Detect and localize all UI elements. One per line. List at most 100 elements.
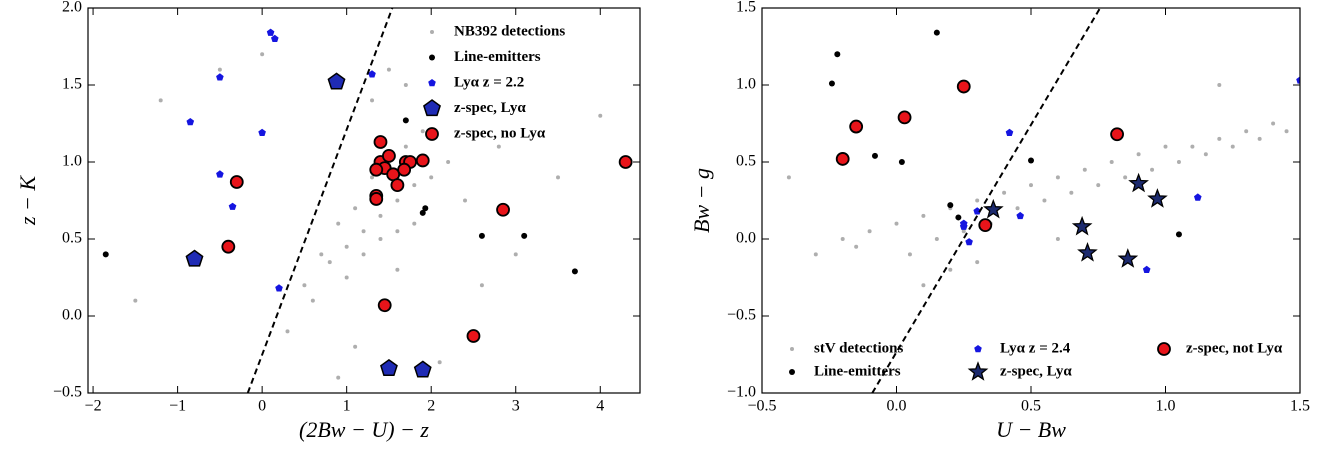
x-tick-label: 2 xyxy=(427,398,435,415)
point xyxy=(849,119,864,134)
point xyxy=(1016,211,1024,220)
point xyxy=(1069,190,1074,195)
y-tick-label: −1.0 xyxy=(727,384,756,401)
x-tick-label: 1.0 xyxy=(1156,398,1176,415)
x-tick-label: −0.5 xyxy=(747,398,776,415)
point xyxy=(1005,128,1014,136)
point xyxy=(1028,157,1034,164)
point xyxy=(1296,76,1300,84)
point xyxy=(378,237,383,241)
legend-marker xyxy=(430,30,434,34)
plot-area xyxy=(786,8,1300,393)
point xyxy=(463,198,468,203)
point xyxy=(921,283,926,288)
point xyxy=(221,239,236,254)
point xyxy=(412,221,417,226)
legend-label: z-spec, no Lyα xyxy=(454,125,546,141)
legend-label: z-spec, Lyα xyxy=(454,100,526,116)
point xyxy=(1042,198,1047,203)
point xyxy=(386,67,391,72)
point xyxy=(302,283,307,288)
point xyxy=(419,209,426,216)
point xyxy=(344,275,349,280)
x-tick-label: 0 xyxy=(258,398,266,415)
legend-marker xyxy=(790,347,794,351)
y-tick-label: 0.5 xyxy=(62,230,82,247)
point xyxy=(353,206,358,211)
point xyxy=(496,202,510,217)
legend-label: z-spec, Lyα xyxy=(1000,363,1072,379)
point xyxy=(786,175,791,180)
point xyxy=(1110,127,1124,142)
point xyxy=(260,52,265,57)
point xyxy=(973,207,981,215)
legend-marker xyxy=(974,345,982,353)
point xyxy=(370,175,375,180)
point xyxy=(378,213,383,218)
point xyxy=(395,198,400,203)
point xyxy=(285,329,290,334)
x-tick-label: 0.0 xyxy=(887,398,907,415)
point xyxy=(955,214,962,221)
y-tick-label: 0.5 xyxy=(736,153,756,170)
point xyxy=(854,244,859,249)
point xyxy=(415,153,430,168)
point xyxy=(377,298,392,313)
legend-label: Lyα z = 2.4 xyxy=(1000,340,1071,356)
point xyxy=(1230,144,1235,149)
point xyxy=(229,175,244,189)
y-tick-label: 1.0 xyxy=(736,76,756,93)
axes-frame xyxy=(87,7,641,394)
point xyxy=(413,360,432,378)
point xyxy=(1194,193,1202,201)
point xyxy=(840,237,845,241)
point xyxy=(186,118,195,126)
point xyxy=(479,283,484,288)
point xyxy=(382,148,396,163)
point xyxy=(598,113,603,118)
point xyxy=(1142,265,1151,273)
point xyxy=(1077,242,1098,262)
point xyxy=(1055,237,1060,241)
point xyxy=(934,237,939,241)
legend-label: stV detections xyxy=(814,340,903,356)
point xyxy=(834,51,841,58)
point xyxy=(1109,160,1114,164)
point xyxy=(1271,121,1276,126)
y-tick-label: 1.5 xyxy=(736,0,756,16)
point xyxy=(1055,175,1060,180)
legend-label: Line-emitters xyxy=(454,49,541,65)
point xyxy=(369,162,384,177)
point xyxy=(1217,136,1222,141)
point xyxy=(275,284,283,292)
x-tick-label: −2 xyxy=(85,398,102,415)
point xyxy=(228,202,237,210)
point xyxy=(921,213,926,218)
legend-label: NB392 detections xyxy=(454,23,565,39)
point xyxy=(327,72,346,90)
point xyxy=(390,178,405,193)
point xyxy=(344,244,349,249)
point xyxy=(1284,129,1289,134)
point xyxy=(1257,136,1262,141)
x-tick-label: 0.5 xyxy=(1021,398,1041,415)
point xyxy=(403,144,408,149)
point xyxy=(336,221,341,226)
point xyxy=(466,329,481,343)
point xyxy=(336,375,341,380)
point xyxy=(395,229,400,234)
y-axis-label: z − K xyxy=(15,175,40,226)
point xyxy=(368,70,376,78)
legend-marker xyxy=(1157,342,1171,356)
plot-area xyxy=(102,8,633,393)
point xyxy=(933,29,940,36)
point xyxy=(1244,129,1249,134)
point xyxy=(1082,167,1087,172)
point xyxy=(867,229,872,234)
point xyxy=(397,162,412,177)
point xyxy=(1176,160,1181,164)
y-tick-label: 1.5 xyxy=(62,76,82,93)
point xyxy=(1096,183,1101,188)
point xyxy=(310,298,315,303)
axes-frame xyxy=(761,7,1301,394)
